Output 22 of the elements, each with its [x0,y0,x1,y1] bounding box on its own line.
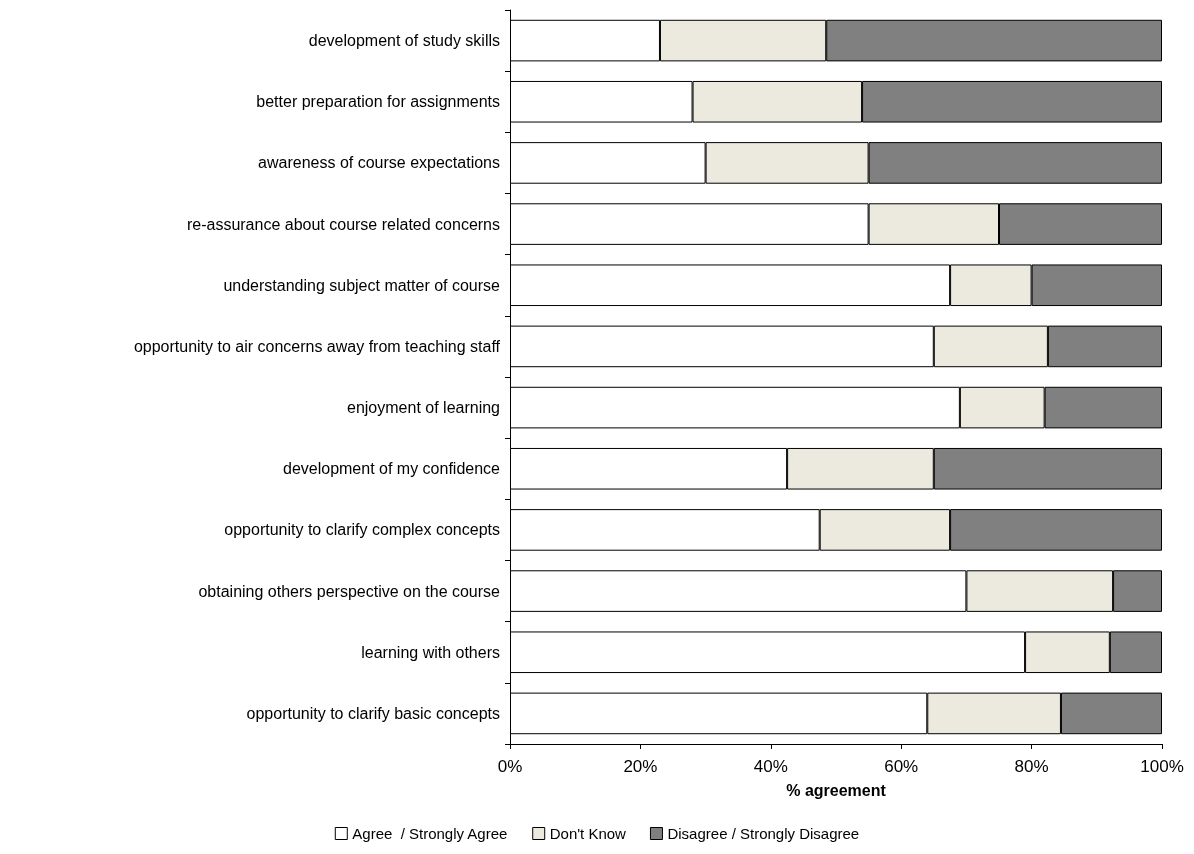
x-tick-label: 100% [1140,757,1184,776]
y-tick-label: development of study skills [308,32,500,50]
x-tick-label: 20% [623,757,658,776]
y-tick-label: obtaining others perspective on the course [198,582,501,600]
y-tick-label: learning with others [361,643,500,661]
x-tick-label: 80% [1014,757,1049,776]
legend-label: Don't Know [549,825,627,842]
y-tick-label: opportunity to clarify complex concepts [224,521,500,539]
y-tick-label: understanding subject matter of course [223,276,501,294]
y-tick-label: development of my confidence [282,460,501,478]
y-tick-label: better preparation for assignments [256,93,500,111]
legend-label: Agree / Strongly Agree [352,825,508,842]
x-tick-label: 0% [497,757,523,776]
legend-label: Disagree / Strongly Disagree [667,825,860,842]
y-tick-label: re-assurance about course related concerns [186,215,500,233]
y-tick-label: awareness of course expectations [258,154,500,172]
y-tick-label: enjoyment of learning [347,399,500,417]
y-tick-label: opportunity to air concerns away from teaching staff [133,337,501,355]
y-tick-label: opportunity to clarify basic concepts [246,704,500,722]
x-tick-label: 40% [753,757,788,776]
x-axis-title: % agreement [786,781,887,799]
x-tick-label: 60% [884,757,919,776]
